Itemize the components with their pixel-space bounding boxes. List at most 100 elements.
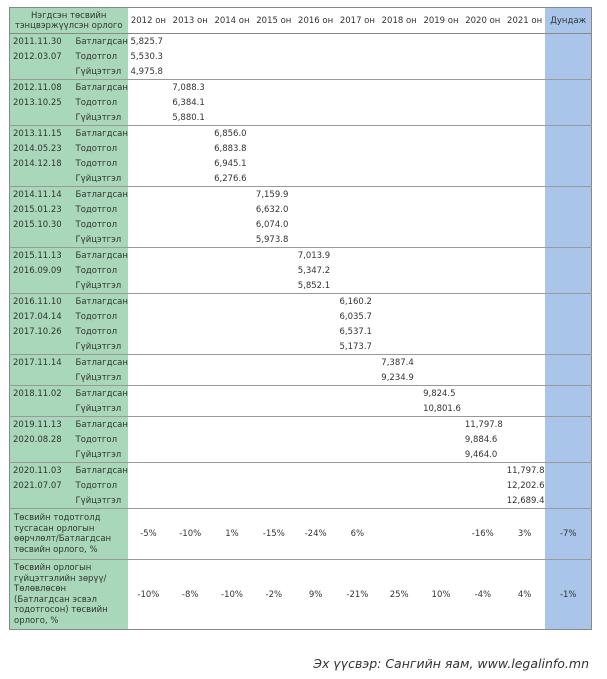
empty-cell	[461, 125, 504, 141]
empty-cell	[378, 232, 420, 248]
empty-cell	[420, 432, 462, 447]
row-type: Гүйцэтгэл	[69, 232, 128, 248]
percent: 25%	[378, 559, 421, 630]
empty-cell	[169, 354, 212, 370]
empty-cell	[378, 263, 420, 278]
average-cell	[545, 95, 592, 110]
empty-cell	[378, 309, 420, 324]
value: 5,825.7	[130, 36, 163, 47]
empty-cell	[169, 324, 211, 339]
average-percent: -7%	[545, 508, 592, 560]
average-cell	[545, 385, 592, 401]
empty-cell	[295, 34, 337, 50]
empty-cell	[253, 339, 295, 355]
empty-cell	[252, 125, 295, 141]
row-type: Гүйцэтгэл	[69, 110, 128, 126]
date: 2020.11.03	[9, 462, 70, 478]
value: 6,276.6	[214, 173, 247, 184]
value: 11,797.8	[461, 416, 504, 432]
empty-cell	[378, 401, 420, 417]
empty-cell	[461, 385, 504, 401]
average-cell	[545, 141, 592, 156]
empty-cell	[128, 171, 170, 187]
percent: 6%	[336, 508, 379, 560]
empty-cell	[295, 370, 337, 386]
empty-cell	[128, 278, 170, 294]
table-row: 2011.11.30 Батлагдсан 5,825.7	[9, 33, 592, 50]
date	[9, 171, 70, 187]
empty-cell	[336, 247, 379, 263]
empty-cell	[462, 478, 504, 493]
empty-cell	[504, 370, 546, 386]
empty-cell	[337, 432, 379, 447]
empty-cell	[211, 278, 253, 294]
empty-cell	[503, 247, 546, 263]
percent: 4%	[503, 559, 546, 630]
value: 7,387.4	[378, 354, 421, 370]
empty-cell	[503, 79, 546, 95]
empty-cell	[462, 339, 504, 355]
row-type: Тодотгол	[69, 95, 128, 110]
empty-cell	[128, 156, 170, 171]
row-type: Тодотгол	[69, 141, 128, 156]
empty-cell	[420, 263, 462, 278]
empty-cell	[336, 385, 379, 401]
empty-cell	[336, 354, 379, 370]
empty-cell	[378, 278, 420, 294]
value: 6,160.2	[336, 293, 379, 309]
table-row: 2021.07.07 Тодотгол 12,202.6	[9, 478, 592, 493]
table-row: 2017.10.26 Тодотгол 6,537.1	[9, 324, 592, 339]
row-type: Тодотгол	[69, 309, 128, 324]
empty-cell	[462, 324, 504, 339]
empty-cell	[169, 202, 211, 217]
empty-cell	[337, 171, 379, 187]
table-row: 2013.10.25 Тодотгол 6,384.1	[9, 95, 592, 110]
empty-cell	[253, 34, 295, 50]
empty-cell	[253, 141, 295, 156]
table-row: 2015.10.30 Тодотгол 6,074.0	[9, 217, 592, 232]
empty-cell	[378, 171, 420, 187]
percent: 10%	[420, 559, 462, 630]
empty-cell	[504, 263, 546, 278]
empty-cell	[295, 447, 337, 463]
empty-cell	[128, 141, 170, 156]
date: 2019.11.13	[9, 416, 70, 432]
empty-cell	[378, 478, 420, 493]
average-cell	[545, 339, 592, 355]
date: 2017.04.14	[9, 309, 70, 324]
empty-cell	[211, 309, 253, 324]
empty-cell	[504, 278, 546, 294]
empty-cell	[337, 232, 379, 248]
empty-cell	[336, 186, 379, 202]
column-header: 2015 он	[252, 7, 295, 34]
empty-cell	[503, 186, 546, 202]
row-type: Тодотгол	[69, 263, 128, 278]
value: 4,975.8	[130, 66, 163, 77]
empty-cell	[295, 64, 337, 80]
empty-cell	[336, 125, 379, 141]
empty-cell	[337, 493, 379, 509]
empty-cell	[503, 354, 546, 370]
average-percent: -1%	[545, 559, 592, 630]
table-row: 2015.01.23 Тодотгол 6,632.0	[9, 202, 592, 217]
empty-cell	[253, 156, 295, 171]
column-header: 2019 он	[420, 7, 462, 34]
empty-cell	[462, 49, 504, 64]
empty-cell	[378, 385, 421, 401]
empty-cell	[169, 232, 211, 248]
date: 2011.11.30	[9, 33, 70, 49]
percent: -24%	[294, 508, 337, 560]
empty-cell	[295, 110, 337, 126]
empty-cell	[253, 49, 295, 64]
average-cell	[545, 354, 592, 370]
empty-cell	[378, 156, 420, 171]
empty-cell	[169, 141, 211, 156]
average-cell	[545, 324, 592, 339]
empty-cell	[420, 110, 462, 126]
empty-cell	[461, 247, 504, 263]
date: 2013.11.15	[9, 125, 70, 141]
empty-cell	[420, 79, 462, 95]
average-cell	[545, 462, 592, 478]
value: 9,824.5	[420, 385, 462, 401]
average-cell	[545, 186, 592, 202]
